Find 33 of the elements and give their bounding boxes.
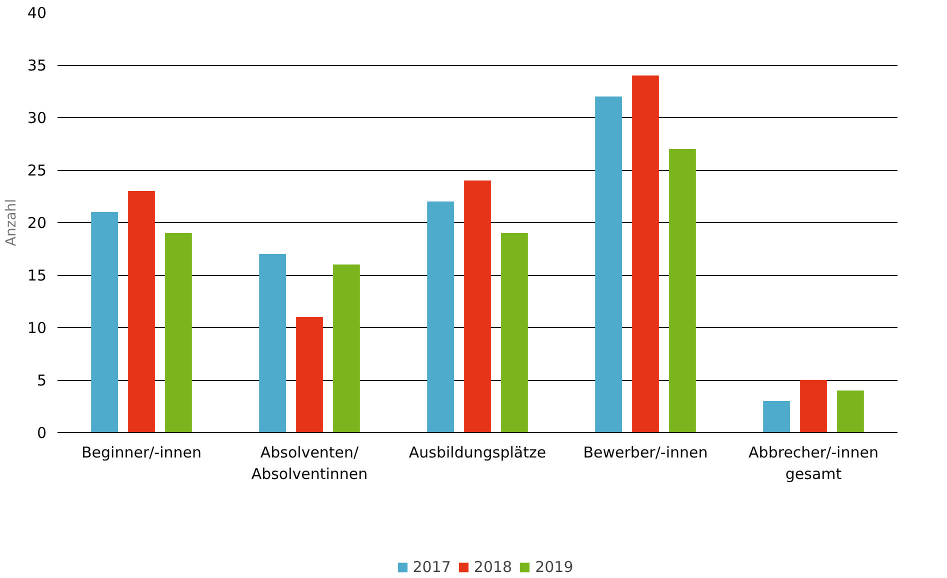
bar — [296, 317, 323, 432]
bar — [333, 264, 360, 432]
y-tick-label: 35 — [27, 56, 47, 74]
y-tick-label: 15 — [27, 266, 47, 284]
bar — [165, 233, 192, 432]
x-tick-label: Absolventen/ Absolventinnen — [251, 444, 368, 484]
x-tick-label: Abbrecher/-innen gesamt — [748, 444, 878, 484]
y-tick-label: 40 — [27, 4, 47, 22]
y-tick-label: 10 — [27, 319, 47, 337]
y-axis-title: Anzahl — [3, 198, 20, 246]
y-tick-label: 30 — [27, 109, 47, 127]
legend-label: 2017 — [412, 558, 451, 576]
bar — [501, 233, 528, 432]
bar — [800, 380, 827, 432]
bar — [595, 96, 622, 432]
y-tick-label: 20 — [27, 214, 47, 232]
bar — [763, 401, 790, 432]
y-tick-label: 25 — [27, 162, 47, 180]
bar — [91, 212, 118, 432]
bar — [464, 180, 491, 432]
bar — [632, 76, 659, 432]
bar — [427, 202, 454, 432]
y-tick-label: 0 — [36, 424, 47, 442]
legend-label: 2019 — [535, 558, 574, 576]
bar — [128, 191, 155, 432]
y-tick-label: 5 — [36, 372, 47, 390]
x-tick-label: Ausbildungsplätze — [408, 444, 546, 462]
x-tick-label: Bewerber/-innen — [583, 444, 708, 462]
x-tick-label: Beginner/-innen — [82, 444, 202, 462]
legend-label: 2018 — [474, 558, 512, 576]
bar — [837, 390, 864, 432]
bar — [259, 254, 286, 432]
bar — [669, 149, 696, 432]
